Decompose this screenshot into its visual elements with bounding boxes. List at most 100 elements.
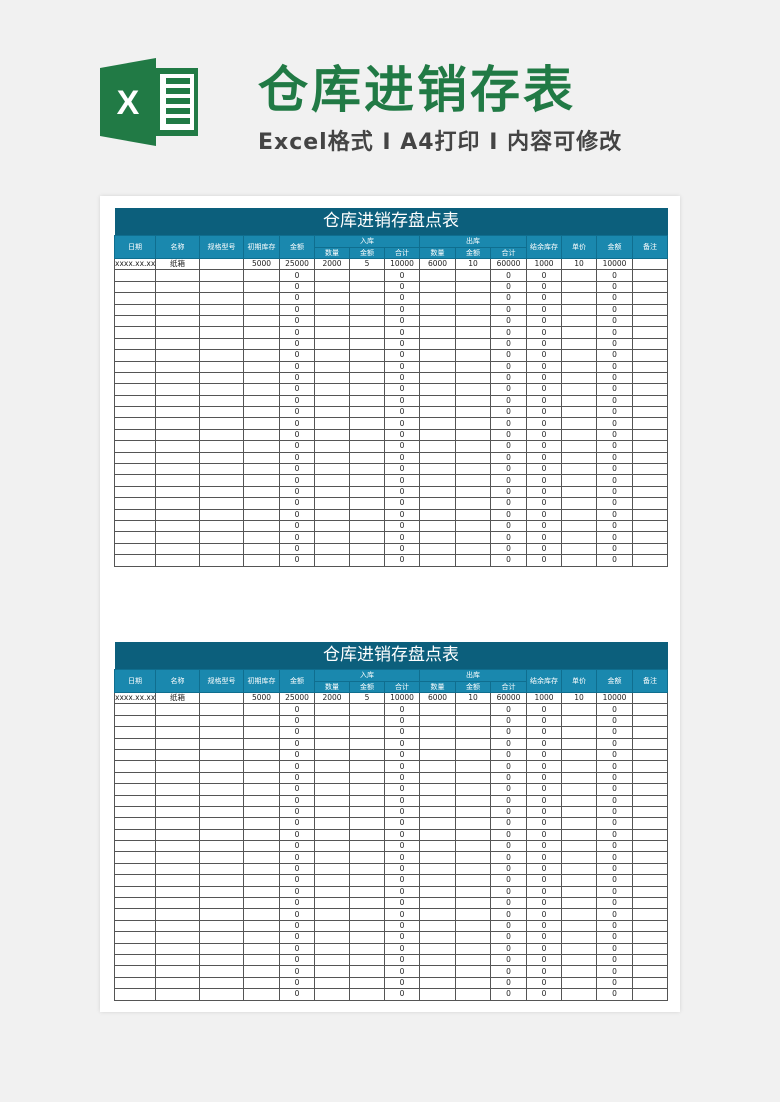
table-cell[interactable] — [199, 737, 244, 750]
table-cell[interactable] — [419, 326, 456, 339]
table-cell[interactable] — [631, 885, 669, 899]
table-cell[interactable] — [561, 919, 597, 933]
table-cell[interactable]: 0 — [490, 280, 527, 294]
table-cell[interactable] — [455, 292, 491, 305]
table-cell[interactable] — [561, 383, 597, 396]
table-cell[interactable] — [243, 383, 280, 396]
table-cell[interactable] — [114, 531, 156, 544]
table-cell[interactable] — [419, 942, 456, 956]
table-cell[interactable]: 0 — [279, 953, 315, 967]
table-cell[interactable]: 0 — [596, 805, 633, 819]
table-cell[interactable]: 0 — [526, 919, 562, 933]
table-cell[interactable]: 0 — [526, 737, 562, 750]
table-cell[interactable] — [561, 885, 597, 899]
table-cell[interactable] — [314, 440, 350, 453]
table-cell[interactable] — [155, 474, 200, 487]
table-cell[interactable]: 0 — [490, 703, 527, 716]
table-cell[interactable]: xxxx.xx.xx — [114, 257, 156, 271]
table-cell[interactable]: 0 — [526, 326, 562, 339]
table-cell[interactable] — [114, 474, 156, 487]
table-cell[interactable]: 0 — [490, 519, 527, 533]
table-cell[interactable]: 0 — [490, 783, 527, 796]
table-cell[interactable] — [455, 440, 491, 453]
table-cell[interactable]: 0 — [384, 474, 420, 487]
table-cell[interactable]: 0 — [384, 794, 420, 807]
table-cell[interactable] — [561, 463, 597, 476]
table-cell[interactable] — [314, 371, 350, 385]
table-cell[interactable] — [561, 417, 597, 430]
table-cell[interactable]: 0 — [384, 406, 420, 419]
table-cell[interactable]: 0 — [596, 269, 633, 282]
table-cell[interactable] — [455, 497, 491, 510]
table-cell[interactable] — [243, 953, 280, 967]
table-cell[interactable]: 0 — [596, 976, 633, 990]
table-cell[interactable] — [455, 760, 491, 773]
table-cell[interactable] — [243, 862, 280, 876]
table-cell[interactable]: 0 — [490, 371, 527, 385]
table-cell[interactable] — [243, 269, 280, 282]
table-cell[interactable]: 0 — [279, 303, 315, 316]
table-cell[interactable]: 0 — [279, 794, 315, 807]
table-cell[interactable]: 5000 — [243, 691, 280, 705]
table-cell[interactable] — [114, 840, 156, 853]
table-cell[interactable]: 0 — [596, 874, 633, 887]
table-cell[interactable]: 0 — [279, 942, 315, 956]
table-cell[interactable] — [561, 360, 597, 373]
table-cell[interactable] — [114, 554, 156, 567]
table-cell[interactable]: 0 — [279, 748, 315, 762]
table-cell[interactable] — [243, 371, 280, 385]
table-cell[interactable] — [631, 862, 669, 876]
table-cell[interactable] — [349, 485, 385, 499]
table-cell[interactable] — [561, 703, 597, 716]
table-cell[interactable] — [561, 976, 597, 990]
table-cell[interactable] — [631, 406, 669, 419]
table-cell[interactable] — [419, 508, 456, 522]
table-cell[interactable]: 0 — [384, 451, 420, 465]
table-cell[interactable] — [631, 269, 669, 282]
table-cell[interactable] — [419, 976, 456, 990]
table-cell[interactable]: 0 — [384, 531, 420, 544]
table-cell[interactable]: 0 — [279, 919, 315, 933]
table-cell[interactable] — [199, 897, 244, 910]
table-cell[interactable] — [419, 428, 456, 442]
table-cell[interactable]: 0 — [490, 771, 527, 785]
table-cell[interactable]: 0 — [526, 531, 562, 544]
table-cell[interactable] — [455, 531, 491, 544]
table-cell[interactable] — [314, 976, 350, 990]
table-cell[interactable] — [349, 965, 385, 978]
table-cell[interactable]: 0 — [490, 851, 527, 864]
table-cell[interactable] — [199, 497, 244, 510]
table-cell[interactable] — [349, 748, 385, 762]
table-cell[interactable]: 0 — [279, 440, 315, 453]
table-cell[interactable] — [455, 554, 491, 567]
table-cell[interactable]: 0 — [596, 463, 633, 476]
table-cell[interactable] — [455, 942, 491, 956]
table-cell[interactable] — [114, 805, 156, 819]
table-cell[interactable]: 0 — [384, 840, 420, 853]
table-cell[interactable]: 0 — [526, 760, 562, 773]
table-cell[interactable] — [199, 953, 244, 967]
table-cell[interactable]: 0 — [384, 988, 420, 1001]
table-cell[interactable] — [155, 519, 200, 533]
table-cell[interactable] — [199, 748, 244, 762]
table-cell[interactable] — [349, 303, 385, 316]
table-cell[interactable] — [419, 965, 456, 978]
table-cell[interactable] — [199, 783, 244, 796]
table-cell[interactable] — [114, 931, 156, 944]
table-cell[interactable] — [631, 840, 669, 853]
table-cell[interactable] — [114, 371, 156, 385]
table-cell[interactable] — [455, 748, 491, 762]
table-cell[interactable] — [314, 554, 350, 567]
table-cell[interactable] — [349, 394, 385, 408]
table-cell[interactable] — [349, 783, 385, 796]
table-cell[interactable] — [561, 485, 597, 499]
table-cell[interactable]: 0 — [596, 417, 633, 430]
table-cell[interactable]: 0 — [279, 360, 315, 373]
table-cell[interactable] — [314, 851, 350, 864]
table-cell[interactable]: 0 — [279, 988, 315, 1001]
table-cell[interactable]: 0 — [279, 417, 315, 430]
table-cell[interactable] — [114, 976, 156, 990]
table-cell[interactable]: 0 — [596, 280, 633, 294]
table-cell[interactable]: 10000 — [596, 691, 633, 705]
table-cell[interactable] — [199, 406, 244, 419]
